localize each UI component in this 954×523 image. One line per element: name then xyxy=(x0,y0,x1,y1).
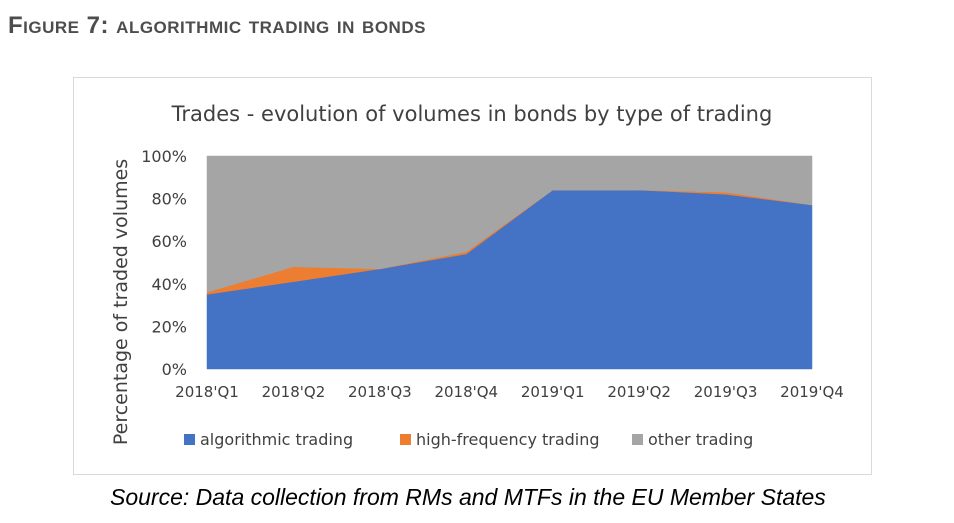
y-tick-label: 0% xyxy=(162,360,187,379)
chart-frame: Trades - evolution of volumes in bonds b… xyxy=(73,77,872,475)
y-tick-label: 80% xyxy=(151,190,187,209)
area-chart: Trades - evolution of volumes in bonds b… xyxy=(110,102,844,449)
y-tick-label: 40% xyxy=(151,275,187,294)
x-tick-label: 2018'Q2 xyxy=(262,383,326,401)
chart-areas xyxy=(206,155,813,370)
x-tick-label: 2019'Q2 xyxy=(607,383,671,401)
area-other-trading xyxy=(206,155,813,293)
source-note: Source: Data collection from RMs and MTF… xyxy=(110,484,826,510)
x-tick-label: 2019'Q4 xyxy=(780,383,844,401)
legend-label: high-frequency trading xyxy=(416,430,600,449)
y-axis-label: Percentage of traded volumes xyxy=(110,159,132,445)
x-tick-label: 2019'Q1 xyxy=(521,383,585,401)
y-axis-ticks: 0% 20% 40% 60% 80% 100% xyxy=(141,147,187,379)
legend-swatch xyxy=(184,434,195,445)
legend-swatch xyxy=(632,434,643,445)
x-tick-label: 2019'Q3 xyxy=(694,383,758,401)
chart-legend: algorithmic trading high-frequency tradin… xyxy=(184,430,753,449)
x-tick-label: 2018'Q1 xyxy=(175,383,239,401)
y-tick-label: 60% xyxy=(151,232,187,251)
y-tick-label: 100% xyxy=(141,147,187,166)
legend-label: algorithmic trading xyxy=(200,430,353,449)
legend-swatch xyxy=(400,434,411,445)
legend-label: other trading xyxy=(648,430,753,449)
y-tick-label: 20% xyxy=(151,317,187,336)
chart-title: Trades - evolution of volumes in bonds b… xyxy=(171,102,773,126)
x-tick-label: 2018'Q4 xyxy=(434,383,498,401)
figure-title: Figure 7: algorithmic trading in bonds xyxy=(8,12,426,39)
x-axis-ticks: 2018'Q1 2018'Q2 2018'Q3 2018'Q4 2019'Q1 2019'… xyxy=(175,383,844,401)
x-tick-label: 2018'Q3 xyxy=(348,383,412,401)
